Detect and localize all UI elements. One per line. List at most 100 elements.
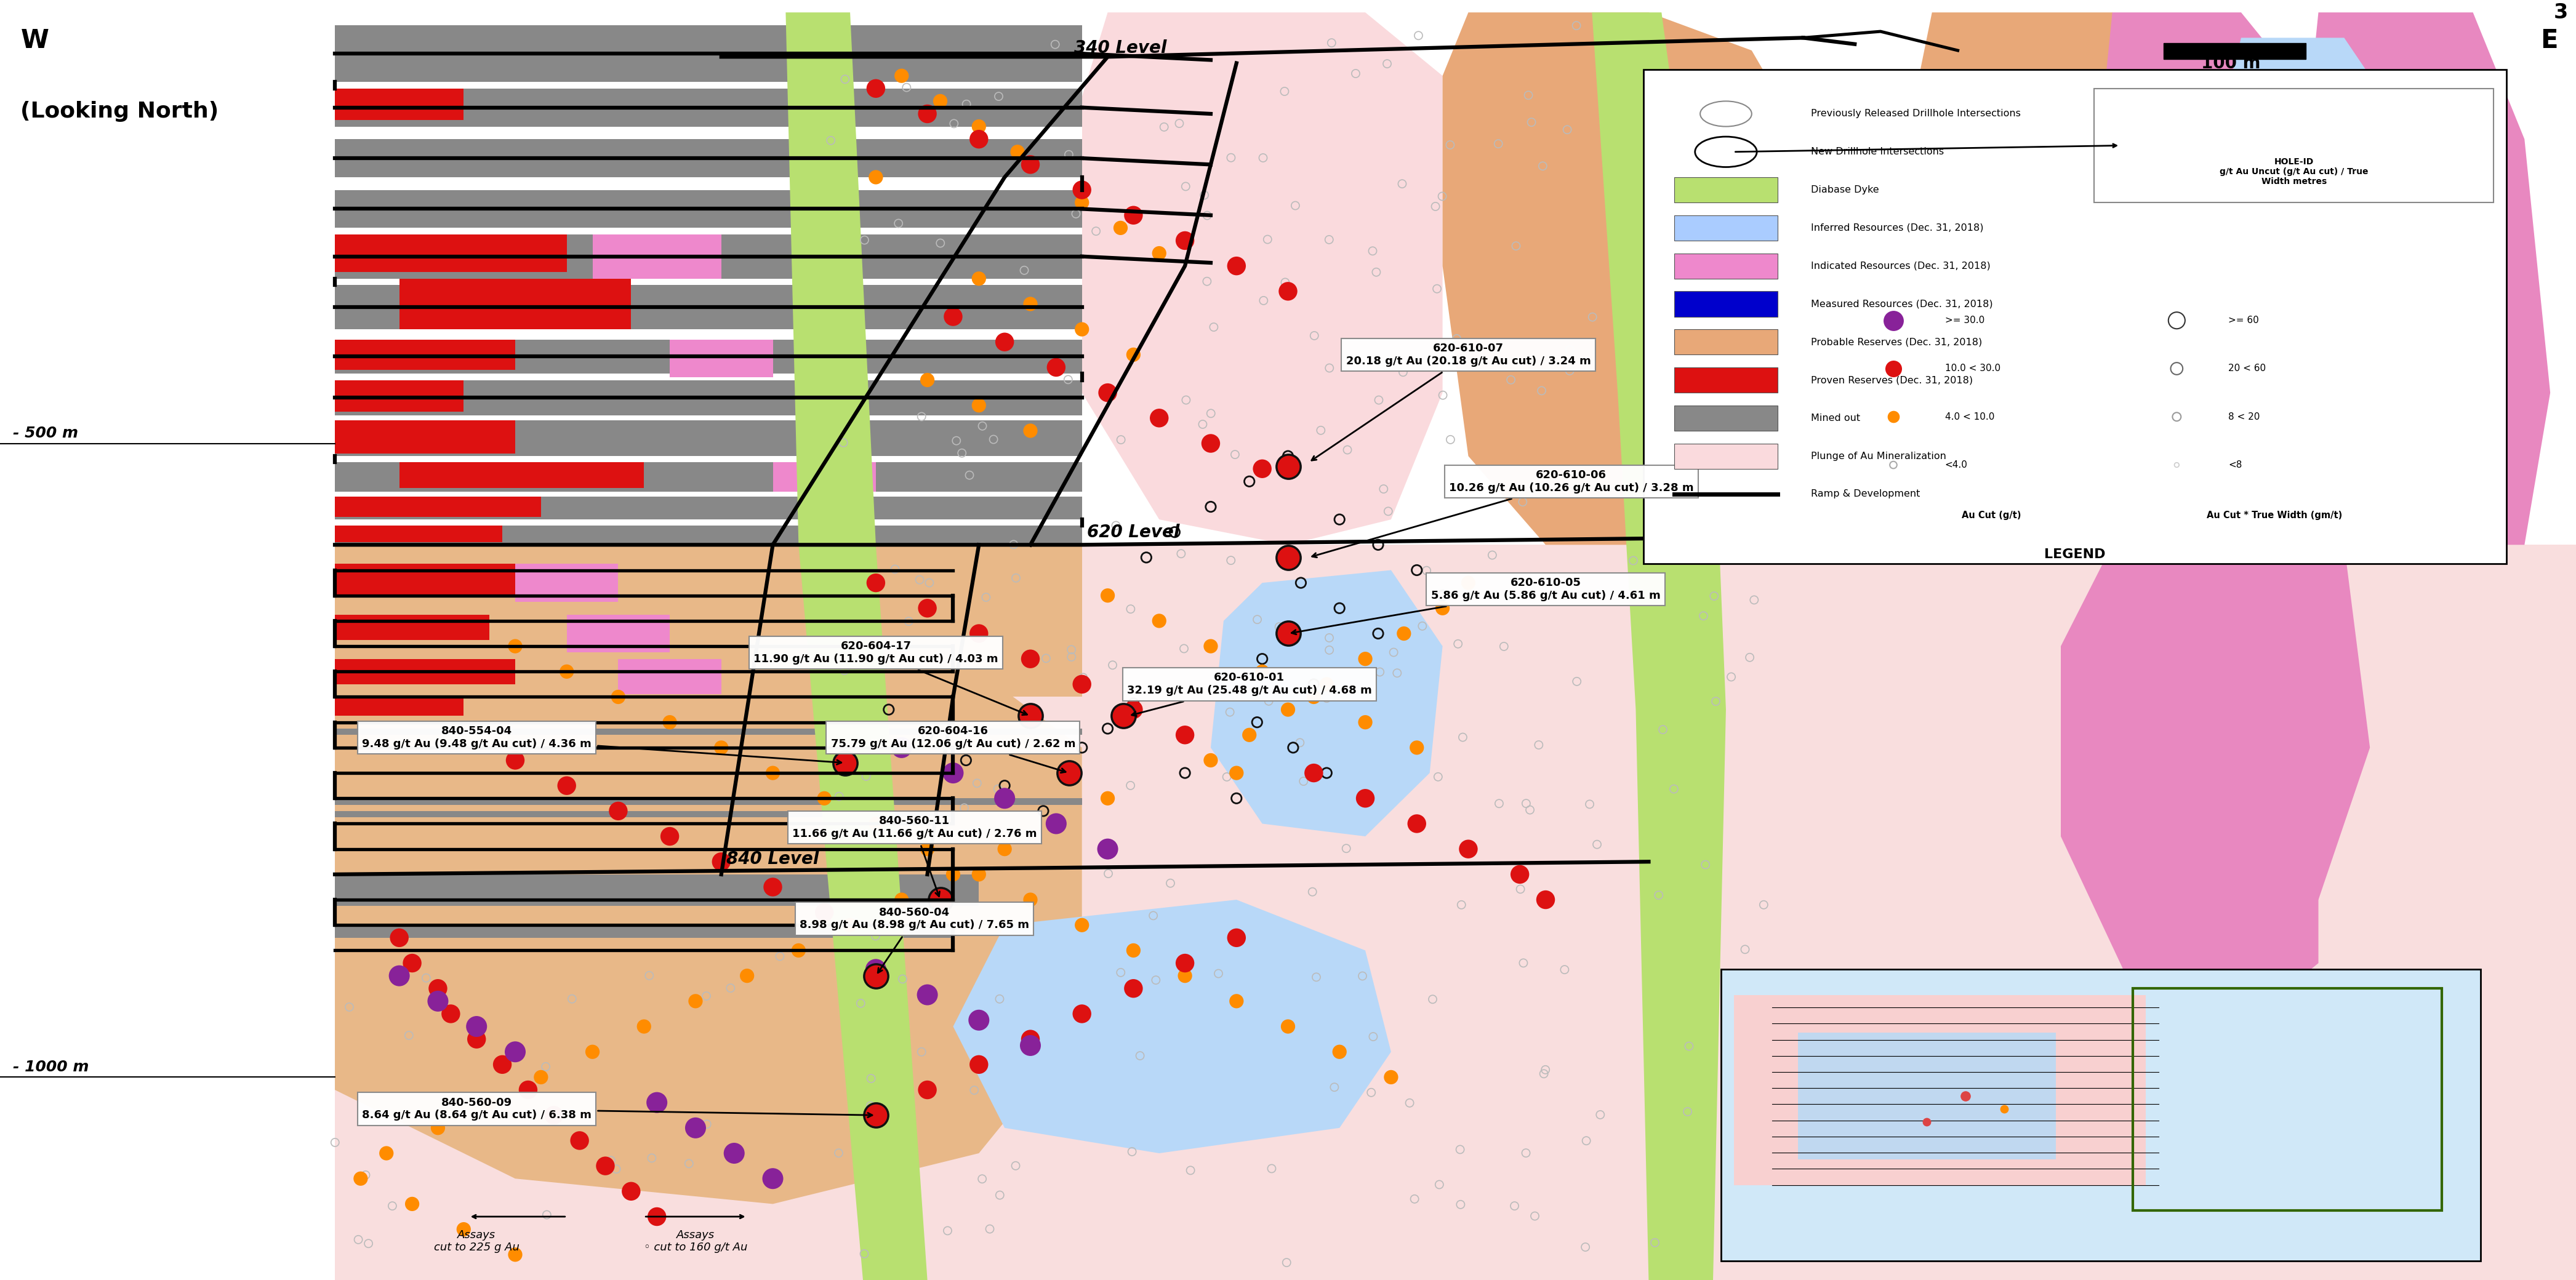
Point [1113, 699, 1154, 719]
Point [1242, 649, 1283, 669]
Point [1327, 439, 1368, 460]
Point [1342, 966, 1383, 987]
Point [495, 1042, 536, 1062]
Point [1522, 1064, 1564, 1084]
Point [907, 724, 948, 745]
Point [933, 763, 974, 783]
Point [1643, 719, 1685, 740]
Bar [335, 177, 1082, 189]
Point [1360, 662, 1401, 682]
Bar [399, 279, 631, 329]
Point [1906, 160, 1947, 180]
Point [1149, 873, 1190, 893]
Point [1613, 550, 1654, 571]
Point [631, 1148, 672, 1169]
Text: 620-610-01
32.19 g/t Au (25.48 g/t Au cut) / 4.68 m: 620-610-01 32.19 g/t Au (25.48 g/t Au cu… [1126, 672, 1373, 716]
Text: Plunge of Au Mineralization: Plunge of Au Mineralization [1811, 452, 1947, 461]
Point [1716, 1235, 1757, 1256]
Point [495, 1244, 536, 1265]
Point [1087, 788, 1128, 809]
Point [1311, 32, 1352, 52]
Bar [618, 659, 721, 694]
Bar [592, 234, 721, 279]
Point [1100, 218, 1141, 238]
Point [1139, 611, 1180, 631]
Point [1669, 1036, 1710, 1056]
Point [1543, 960, 1584, 980]
Point [1092, 655, 1133, 676]
Point [526, 1204, 567, 1225]
Point [1061, 1004, 1103, 1024]
Point [1358, 623, 1399, 644]
Bar [335, 339, 515, 370]
Point [1494, 1196, 1535, 1216]
Point [1293, 325, 1334, 346]
Point [855, 572, 896, 593]
Point [1162, 544, 1203, 564]
Bar [1674, 367, 1777, 393]
Bar [773, 462, 876, 492]
Point [1419, 1174, 1461, 1194]
Bar [335, 88, 1082, 127]
Point [855, 959, 896, 979]
Point [1633, 1233, 1674, 1253]
Point [958, 269, 999, 289]
Point [1005, 260, 1046, 280]
Text: <8: <8 [2228, 461, 2241, 470]
Point [984, 332, 1025, 352]
Point [961, 1169, 1002, 1189]
Point [1154, 522, 1195, 543]
Point [675, 1117, 716, 1138]
Point [902, 406, 943, 426]
Point [1728, 648, 1770, 668]
Point [956, 773, 997, 794]
Text: Diabase Dyke: Diabase Dyke [1811, 186, 1878, 195]
Point [1448, 838, 1489, 859]
Point [819, 786, 860, 806]
Point [1208, 701, 1249, 722]
Point [1216, 763, 1257, 783]
Point [430, 1004, 471, 1024]
Point [337, 1229, 379, 1249]
Point [392, 1194, 433, 1215]
Point [778, 941, 819, 961]
Point [1471, 545, 1512, 566]
Point [1412, 989, 1453, 1010]
Point [1190, 497, 1231, 517]
Bar [335, 874, 979, 900]
Point [1685, 855, 1726, 876]
Point [842, 1244, 884, 1265]
Bar [1674, 406, 1777, 431]
Point [1267, 445, 1309, 466]
Bar [335, 497, 1082, 520]
Text: Proven Reserves (Dec. 31, 2018): Proven Reserves (Dec. 31, 2018) [1811, 375, 1973, 384]
Point [1569, 794, 1610, 814]
Bar [335, 285, 1082, 329]
Point [1388, 1093, 1430, 1114]
Point [1036, 357, 1077, 378]
Point [1422, 598, 1463, 618]
Point [1396, 559, 1437, 580]
Point [1273, 737, 1314, 758]
Point [992, 534, 1033, 554]
Point [1164, 230, 1206, 251]
Point [1873, 914, 1914, 934]
Point [1190, 433, 1231, 453]
Bar [335, 462, 1082, 492]
Point [1113, 978, 1154, 998]
Point [752, 1169, 793, 1189]
Point [1682, 605, 1723, 626]
Text: 4.0 < 10.0: 4.0 < 10.0 [1945, 412, 1994, 421]
Point [1352, 241, 1394, 261]
Point [379, 928, 420, 948]
Point [1267, 548, 1309, 568]
Point [1229, 724, 1270, 745]
Point [1159, 113, 1200, 133]
Point [2156, 961, 2197, 982]
Point [1401, 616, 1443, 636]
Bar [335, 228, 1082, 234]
Point [711, 978, 752, 998]
Point [855, 78, 896, 99]
Point [1515, 1206, 1556, 1226]
Point [1216, 928, 1257, 948]
